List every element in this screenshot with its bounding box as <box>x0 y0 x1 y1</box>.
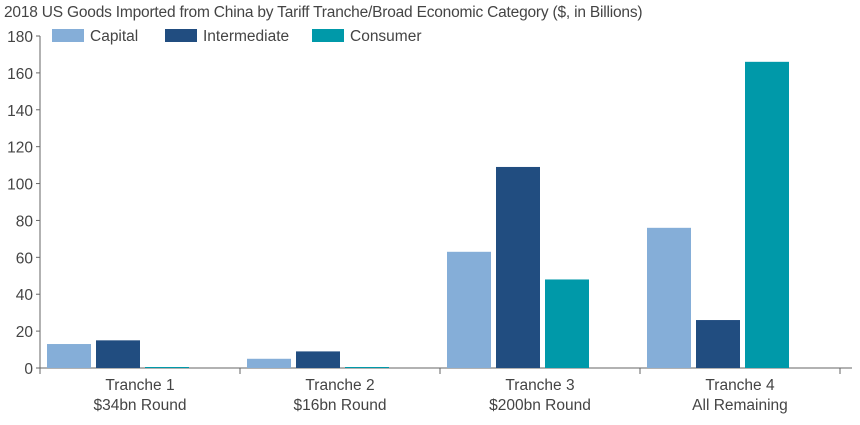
bar-intermediate-3 <box>496 166 540 368</box>
x-category-label: Tranche 4 <box>705 377 775 394</box>
x-category-label: $34bn Round <box>93 397 186 414</box>
x-category-label: Tranche 3 <box>505 377 574 394</box>
y-tick-label: 180 <box>7 29 33 46</box>
y-tick-label: 120 <box>7 140 33 157</box>
bar-consumer-2 <box>345 367 389 368</box>
bar-consumer-4 <box>745 61 789 368</box>
legend-swatch-intermediate <box>165 29 197 42</box>
bar-capital-3 <box>447 251 491 368</box>
y-tick-label: 80 <box>16 213 34 230</box>
bar-intermediate-1 <box>96 340 140 368</box>
legend-label-consumer: Consumer <box>350 28 422 45</box>
y-tick-label: 60 <box>16 250 34 267</box>
bar-intermediate-2 <box>296 351 340 368</box>
chart-title: 2018 US Goods Imported from China by Tar… <box>4 4 643 21</box>
bar-capital-2 <box>247 358 291 368</box>
bar-consumer-3 <box>545 279 589 368</box>
bar-consumer-1 <box>145 367 189 368</box>
bar-intermediate-4 <box>696 320 740 368</box>
x-category-label: $200bn Round <box>489 397 591 414</box>
x-category-label: All Remaining <box>692 397 788 414</box>
y-tick-label: 40 <box>16 287 34 304</box>
y-tick-label: 0 <box>24 361 33 378</box>
legend-swatch-capital <box>52 29 84 42</box>
legend-label-capital: Capital <box>90 28 138 45</box>
legend-label-intermediate: Intermediate <box>203 28 289 45</box>
bar-capital-4 <box>647 227 691 368</box>
x-category-label: $16bn Round <box>293 397 386 414</box>
y-tick-label: 140 <box>7 103 33 120</box>
y-tick-label: 160 <box>7 66 33 83</box>
bar-capital-1 <box>47 344 91 368</box>
y-tick-label: 100 <box>7 177 33 194</box>
x-category-label: Tranche 1 <box>105 377 174 394</box>
x-category-label: Tranche 2 <box>305 377 374 394</box>
legend-swatch-consumer <box>312 29 344 42</box>
y-tick-label: 20 <box>16 324 34 341</box>
